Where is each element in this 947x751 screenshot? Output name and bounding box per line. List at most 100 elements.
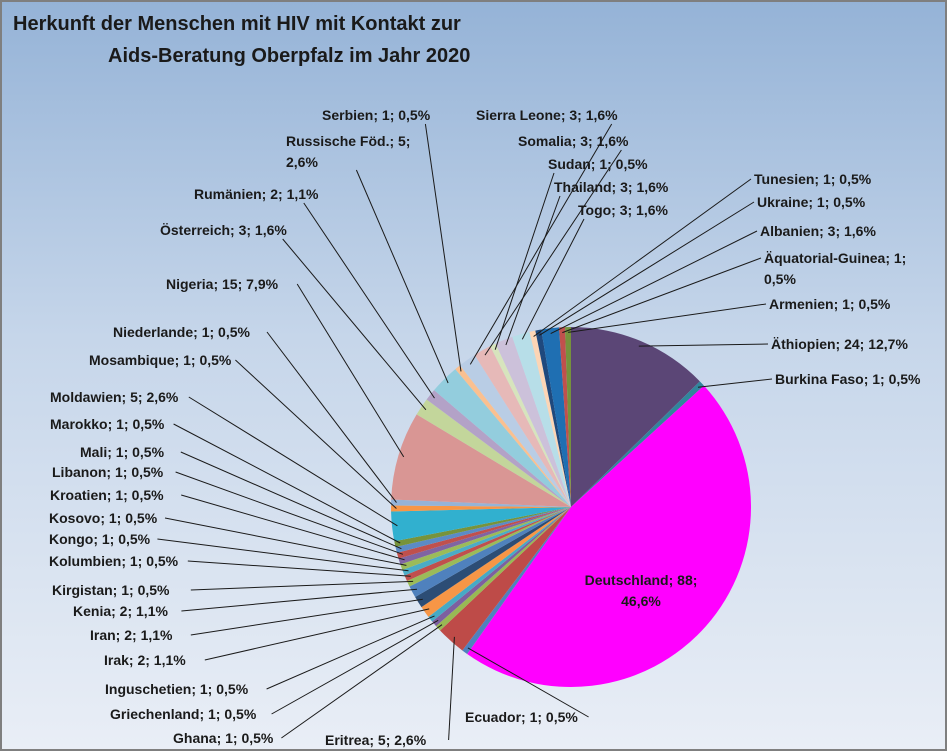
slice-eritrea — [440, 507, 571, 651]
leader-line-kirgistan — [190, 580, 414, 591]
slice-label-griechenland: Griechenland; 1; 0,5% — [110, 706, 257, 722]
slice-label-kongo: Kongo; 1; 0,5% — [49, 531, 151, 547]
slice-label-rumanien: Rumänien; 2; 1,1% — [194, 186, 319, 202]
slice-kolumbien — [404, 507, 571, 582]
slice-ukraine — [535, 329, 571, 507]
slice-sudan — [490, 343, 571, 507]
leader-line-osterreich — [282, 238, 427, 411]
slice-ghana — [436, 507, 571, 631]
slice-mali — [395, 507, 571, 553]
leader-line-tunesien — [533, 178, 752, 337]
leader-line-sierra-leone — [469, 123, 613, 365]
leader-line-ghana — [281, 624, 443, 739]
leader-line-kolumbien — [187, 560, 411, 577]
slice-marokko — [394, 507, 571, 548]
leader-line-iran — [190, 598, 423, 636]
leader-line-kosovo — [164, 517, 407, 566]
slice-armenien — [565, 327, 571, 507]
leader-line-thailand — [505, 195, 561, 346]
leader-line-eritrea — [448, 636, 455, 741]
pie-slices — [391, 327, 752, 688]
slice-label-marokko: Marokko; 1; 0,5% — [50, 416, 165, 432]
leader-line-sudan — [494, 172, 555, 350]
slice-label-tunesien: Tunesien; 1; 0,5% — [754, 171, 872, 187]
slice-label-osterreich: Österreich; 3; 1,6% — [160, 222, 287, 238]
slice-label-irak: Irak; 2; 1,1% — [104, 652, 186, 668]
leader-line-inguschetien — [266, 615, 435, 690]
slice-label-serbien: Serbien; 1; 0,5% — [322, 107, 431, 123]
leader-line-athiopien — [638, 343, 769, 347]
slice-kirgistan — [406, 507, 571, 587]
slice-somalia — [474, 346, 571, 507]
slice-label-sudan: Sudan; 1; 0,5% — [548, 156, 648, 172]
leader-line-niederlande — [266, 331, 397, 503]
slice-label-mosambique: Mosambique; 1; 0,5% — [89, 352, 232, 368]
chart-title-line-1: Herkunft der Menschen mit HIV mit Kontak… — [13, 13, 461, 35]
leader-line-kenia — [181, 588, 418, 612]
leader-line-libanon — [175, 471, 404, 555]
slice-label-kroatien: Kroatien; 1; 0,5% — [50, 487, 164, 503]
slice-label-kolumbien: Kolumbien; 1; 0,5% — [49, 553, 179, 569]
leader-line-burkina-faso — [697, 378, 773, 388]
slice-label-togo: Togo; 3; 1,6% — [578, 202, 669, 218]
slice-rumanien — [426, 390, 571, 507]
slice-serbien — [455, 365, 571, 507]
chart-title-line-2: Aids-Beratung Oberpfalz im Jahr 2020 — [108, 45, 470, 67]
slice-label-aquatorial-guinea: Äquatorial-Guinea; 1; 0,5% — [764, 250, 906, 287]
slice-niederlande — [391, 499, 571, 507]
leader-line-russische-fod — [355, 169, 449, 384]
slice-burkina-faso — [571, 381, 704, 507]
slice-albanien — [541, 327, 571, 507]
leader-line-togo — [521, 218, 585, 340]
leader-line-marokko — [173, 423, 401, 544]
slice-kroatien — [398, 507, 571, 565]
leader-line-nigeria — [296, 283, 405, 458]
slice-libanon — [396, 507, 571, 559]
leader-line-armenien — [568, 303, 767, 333]
slice-irak — [421, 507, 571, 617]
slice-label-thailand: Thailand; 3; 1,6% — [554, 179, 669, 195]
slice-label-nigeria: Nigeria; 15; 7,9% — [166, 276, 279, 292]
leader-line-ecuador — [467, 647, 589, 718]
slice-osterreich — [416, 399, 571, 507]
slice-iran — [415, 507, 571, 608]
slice-label-albanien: Albanien; 3; 1,6% — [760, 223, 876, 239]
leader-line-griechenland — [271, 619, 439, 715]
slice-label-ukraine: Ukraine; 1; 0,5% — [757, 194, 866, 210]
slice-label-eritrea: Eritrea; 5; 2,6% — [325, 732, 427, 748]
slice-label-niederlande: Niederlande; 1; 0,5% — [113, 324, 250, 340]
slice-label-iran: Iran; 2; 1,1% — [90, 627, 173, 643]
leader-line-somalia — [484, 149, 622, 356]
slice-label-somalia: Somalia; 3; 1,6% — [518, 133, 629, 149]
slice-label-mali: Mali; 1; 0,5% — [80, 444, 165, 460]
slice-mosambique — [391, 505, 571, 512]
slice-tunesien — [529, 330, 571, 507]
slice-label-armenien: Armenien; 1; 0,5% — [769, 296, 891, 312]
slice-thailand — [495, 336, 571, 507]
slice-sierra-leone — [459, 354, 571, 507]
slice-aquatorial-guinea — [559, 327, 571, 507]
leader-line-aquatorial-guinea — [562, 257, 762, 334]
leader-line-serbien — [424, 123, 462, 372]
slice-label-sierra-leone: Sierra Leone; 3; 1,6% — [476, 107, 618, 123]
slice-ecuador — [462, 507, 571, 655]
slice-deutschland — [467, 385, 752, 688]
slice-togo — [512, 331, 571, 507]
slice-kosovo — [400, 507, 571, 570]
slice-label-moldawien: Moldawien; 5; 2,6% — [50, 389, 179, 405]
slice-kongo — [402, 507, 571, 576]
slice-athiopien — [571, 327, 700, 507]
slice-label-burkina-faso: Burkina Faso; 1; 0,5% — [775, 371, 921, 387]
leader-line-kongo — [157, 538, 409, 572]
slice-kenia — [409, 507, 571, 597]
slice-russische-fod — [434, 369, 571, 507]
slice-griechenland — [432, 507, 571, 627]
leader-line-kroatien — [181, 494, 405, 561]
slice-labels: Äthiopien; 24; 12,7% Burkina Faso; 1; 0,5… — [49, 107, 921, 748]
leader-line-albanien — [550, 230, 758, 335]
slice-label-athiopien: Äthiopien; 24; 12,7% — [771, 336, 908, 352]
leader-line-irak — [204, 608, 430, 661]
slice-label-ghana: Ghana; 1; 0,5% — [173, 730, 274, 746]
